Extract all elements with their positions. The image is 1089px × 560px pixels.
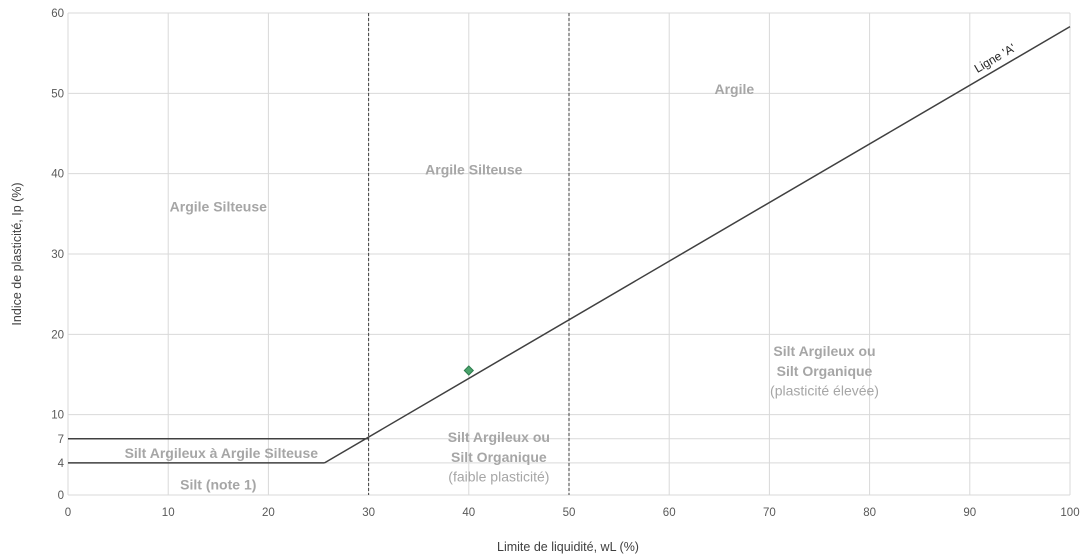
zone-label: Silt Argileux ou bbox=[773, 343, 875, 359]
x-axis-title: Limite de liquidité, wL (%) bbox=[497, 540, 639, 554]
x-tick-label: 0 bbox=[65, 507, 71, 519]
x-tick-label: 10 bbox=[162, 507, 175, 519]
y-tick-label: 30 bbox=[51, 249, 64, 261]
zone-label: Silt (note 1) bbox=[180, 476, 256, 492]
zone-label: Argile Silteuse bbox=[425, 161, 522, 177]
boundary-lines bbox=[68, 13, 570, 495]
zone-label: (plasticité élevée) bbox=[770, 382, 879, 398]
x-tick-label: 40 bbox=[462, 507, 475, 519]
x-tick-label: 100 bbox=[1060, 507, 1079, 519]
y-tick-label: 4 bbox=[58, 458, 65, 470]
x-tick-label: 90 bbox=[963, 507, 976, 519]
zone-label: Silt Organique bbox=[777, 363, 873, 379]
a-line bbox=[324, 26, 1071, 464]
data-points bbox=[463, 365, 475, 376]
y-axis-title: Indice de plasticité, Ip (%) bbox=[10, 182, 24, 325]
zone-label: (faible plasticité) bbox=[448, 468, 549, 484]
y-tick-label: 7 bbox=[58, 434, 64, 446]
x-tick-label: 70 bbox=[763, 507, 776, 519]
y-tick-label: 20 bbox=[51, 329, 64, 341]
y-tick-label: 40 bbox=[51, 169, 64, 181]
x-tick-label: 80 bbox=[863, 507, 876, 519]
x-tick-label: 50 bbox=[563, 507, 576, 519]
zone-label: Argile Silteuse bbox=[170, 198, 267, 214]
zone-label: Silt Argileux à Argile Silteuse bbox=[125, 445, 319, 461]
x-tick-label: 30 bbox=[362, 507, 375, 519]
zone-label: Silt Argileux ou bbox=[448, 429, 550, 445]
y-tick-label: 0 bbox=[58, 490, 64, 502]
y-tick-label: 10 bbox=[51, 410, 64, 422]
x-tick-label: 60 bbox=[663, 507, 676, 519]
data-point bbox=[463, 365, 475, 376]
tick-labels: 0 10 20 30 40 50 60 70 80 90 100 0 4 7 10 20 30 40 50 60 bbox=[51, 8, 1079, 519]
y-tick-label: 60 bbox=[51, 8, 64, 20]
x-tick-label: 20 bbox=[262, 507, 275, 519]
zone-label: Argile bbox=[714, 81, 754, 97]
zone-label: Silt Organique bbox=[451, 449, 547, 465]
a-line-group: Ligne 'A' bbox=[324, 26, 1071, 464]
y-tick-label: 50 bbox=[51, 88, 64, 100]
zone-labels: Argile Silteuse Argile Silteuse Argile Silt… bbox=[125, 81, 879, 492]
